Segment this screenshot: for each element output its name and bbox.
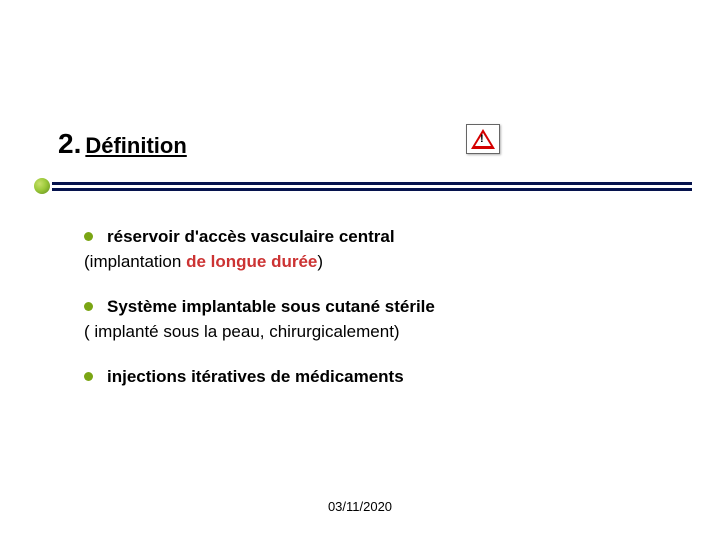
title-rule	[0, 172, 720, 200]
slide: 2. Définition ! réservoir d'accès vascul…	[0, 0, 720, 540]
footer-date: 03/11/2020	[0, 499, 720, 514]
rule-line	[52, 182, 692, 185]
slide-title: 2. Définition	[58, 128, 187, 160]
bullet-bold-text: réservoir d'accès vasculaire central	[107, 226, 395, 249]
title-text: Définition	[85, 133, 186, 159]
bullet-icon	[84, 302, 93, 311]
bullet-icon	[84, 232, 93, 241]
list-item: injections itératives de médicaments	[84, 366, 644, 389]
bullet-icon	[84, 372, 93, 381]
bullet-subtext: (implantation de longue durée)	[84, 251, 644, 274]
sub-after: )	[317, 252, 323, 271]
warning-bang: !	[480, 134, 484, 145]
bullet-bold-text: Système implantable sous cutané stérile	[107, 296, 435, 319]
rule-dot-icon	[34, 178, 50, 194]
bullet-bold-text: injections itératives de médicaments	[107, 366, 404, 389]
title-number: 2.	[58, 128, 81, 160]
content-area: réservoir d'accès vasculaire central (im…	[84, 226, 644, 411]
list-item: réservoir d'accès vasculaire central (im…	[84, 226, 644, 274]
sub-before: (implantation	[84, 252, 186, 271]
warning-icon: !	[466, 124, 500, 154]
rule-line	[52, 188, 692, 191]
sub-highlight: de longue durée	[186, 252, 317, 271]
bullet-subtext: ( implanté sous la peau, chirurgicalemen…	[84, 321, 644, 344]
list-item: Système implantable sous cutané stérile …	[84, 296, 644, 344]
